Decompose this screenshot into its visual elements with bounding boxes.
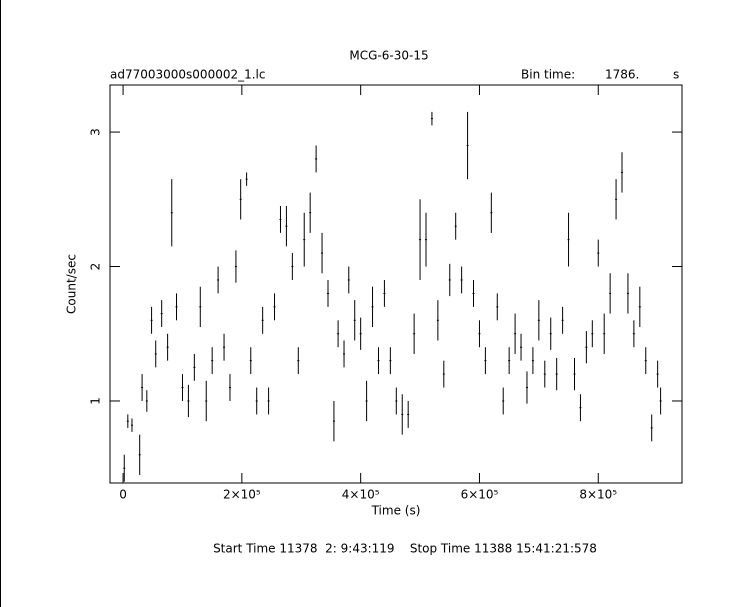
chart-title: MCG-6-30-15 (349, 49, 428, 63)
bin-time: 1786. (605, 68, 639, 82)
plot-frame (109, 84, 683, 484)
bin-time-unit: s (673, 68, 679, 82)
x-tick-label: 4×10⁵ (342, 488, 380, 502)
x-tick-label: 2×10⁵ (223, 488, 261, 502)
bin-time-label: Bin time: (521, 68, 575, 82)
x-axis-label: Time (s) (371, 504, 421, 518)
y-tick-label: 3 (89, 128, 103, 136)
y-axis-label: Count/sec (65, 254, 79, 314)
file-name: ad77003000s000002_1.lc (110, 68, 266, 82)
x-tick-label: 6×10⁵ (461, 488, 499, 502)
footer: Start Time 11378 2: 9:43:119 Stop Time 1… (213, 542, 597, 556)
x-tick-label: 8×10⁵ (579, 488, 617, 502)
y-tick-label: 1 (89, 397, 103, 405)
y-tick-label: 2 (89, 263, 103, 271)
x-tick-label: 0 (119, 488, 127, 502)
